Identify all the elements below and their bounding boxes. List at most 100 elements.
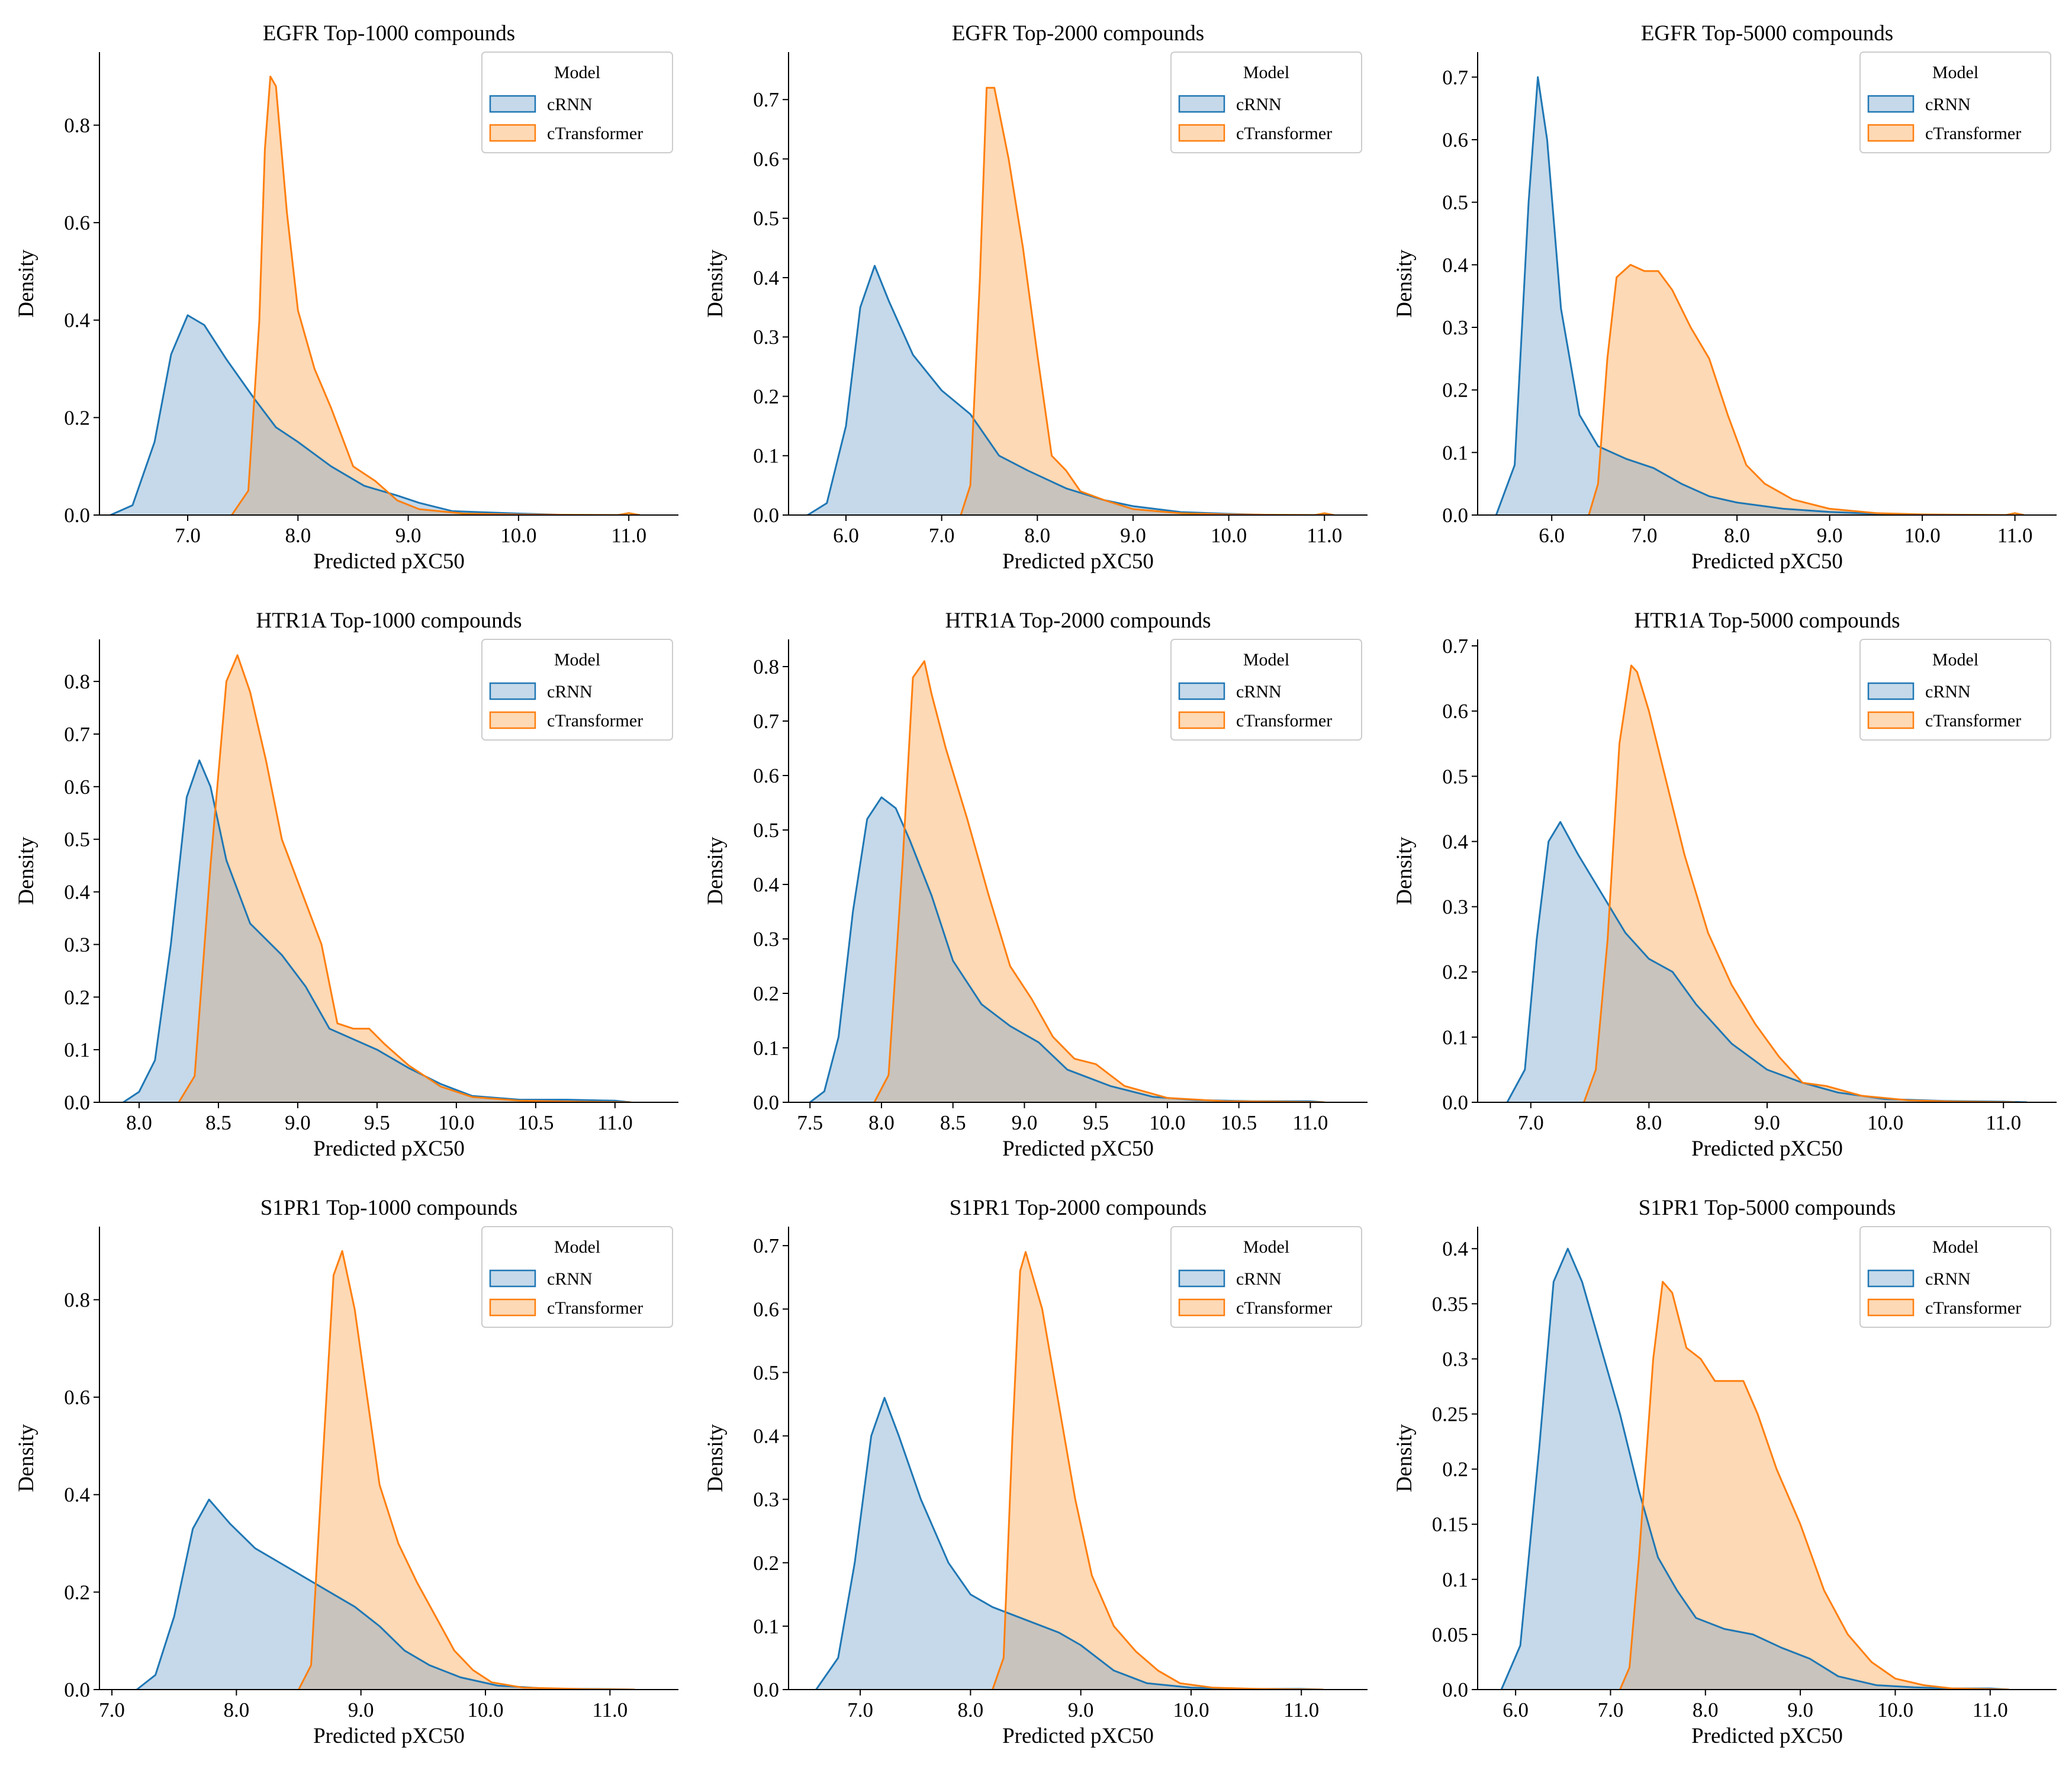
legend-swatch-cRNN xyxy=(489,95,536,113)
y-tick-label: 0.1 xyxy=(1442,1568,1468,1591)
y-axis-label: Density xyxy=(1392,1424,1417,1492)
legend: Model cRNN cTransformer xyxy=(1859,52,2051,153)
x-tick-label: 8.0 xyxy=(957,1698,983,1722)
plot-area xyxy=(136,1250,635,1690)
plot-area xyxy=(815,1251,1324,1690)
x-tick-label: 11.0 xyxy=(1997,524,2033,547)
x-tick-label: 9.5 xyxy=(364,1111,390,1134)
y-tick-label: 0.8 xyxy=(64,1288,90,1311)
legend-label-cTransformer: cTransformer xyxy=(547,711,643,731)
y-tick-label: 0.1 xyxy=(64,1038,90,1061)
x-tick-label: 8.5 xyxy=(940,1111,966,1134)
x-tick-label: 8.0 xyxy=(223,1698,249,1722)
x-axis-label: Predicted pXC50 xyxy=(1002,549,1154,574)
legend-label-cTransformer: cTransformer xyxy=(1236,1298,1332,1318)
subplot-6: 7.0 8.0 9.0 10.0 11.0 0.0 0.1 0.2 0.3 0.4 0.5 0.6 0.… xyxy=(1392,609,2057,1161)
y-tick-label: 0.6 xyxy=(64,1386,90,1409)
x-tick-label: 11.0 xyxy=(1973,1698,2008,1722)
x-tick-label: 11.0 xyxy=(1292,1111,1328,1134)
legend-title: Model xyxy=(1932,1237,1978,1257)
x-axis-label: Predicted pXC50 xyxy=(313,549,465,574)
legend-label-cTransformer: cTransformer xyxy=(1925,124,2021,143)
x-tick-label: 11.0 xyxy=(592,1698,628,1722)
y-tick-label: 0.5 xyxy=(1442,765,1468,788)
y-axis-label: Density xyxy=(703,836,728,905)
legend-label-cRNN: cRNN xyxy=(1236,682,1282,702)
x-tick-label: 10.0 xyxy=(467,1698,503,1722)
legend-swatch-cRNN xyxy=(489,1269,536,1288)
density-overlap xyxy=(992,1612,1324,1690)
x-tick-label: 8.0 xyxy=(126,1111,152,1134)
y-tick-label: 0.6 xyxy=(64,776,90,799)
legend-label-cRNN: cRNN xyxy=(547,1269,593,1289)
x-tick-label: 7.0 xyxy=(1598,1698,1624,1722)
y-tick-label: 0.5 xyxy=(1442,191,1468,214)
x-tick-label: 10.0 xyxy=(1173,1698,1209,1722)
density-line-cRNN xyxy=(110,314,574,515)
x-tick-label: 8.0 xyxy=(868,1111,895,1134)
y-tick-label: 0.5 xyxy=(64,828,90,851)
y-tick-label: 0.7 xyxy=(753,1234,779,1257)
y-tick-label: 0.1 xyxy=(753,1037,779,1060)
density-line-cTransformer xyxy=(298,1250,635,1690)
density-line-cRNN xyxy=(136,1498,635,1690)
legend: Model cRNN cTransformer xyxy=(1859,639,2051,741)
x-tick-label: 6.0 xyxy=(1502,1698,1529,1722)
density-line-cRNN xyxy=(815,1397,1324,1690)
y-tick-label: 0.3 xyxy=(1442,316,1468,339)
y-tick-label: 0.3 xyxy=(753,928,779,951)
legend-title: Model xyxy=(1243,1237,1289,1257)
plot-area xyxy=(110,75,641,515)
chart-title: EGFR Top-1000 compounds xyxy=(263,21,515,46)
density-line-cTransformer xyxy=(1619,1280,2009,1690)
y-axis-label: Density xyxy=(14,249,38,318)
x-tick-label: 10.0 xyxy=(500,524,536,547)
x-tick-label: 11.0 xyxy=(1307,524,1342,547)
density-line-cRNN xyxy=(1495,76,1923,515)
x-axis-label: Predicted pXC50 xyxy=(1002,1724,1154,1748)
y-tick-label: 0.6 xyxy=(753,1298,779,1321)
density-fill-cTransformer xyxy=(298,1251,635,1690)
legend-swatch-cTransformer xyxy=(1867,711,1915,729)
x-tick-label: 9.0 xyxy=(285,1111,311,1134)
x-tick-label: 7.5 xyxy=(797,1111,823,1134)
legend-swatch-cRNN xyxy=(1867,682,1915,700)
legend-swatch-cTransformer xyxy=(1178,1298,1225,1317)
legend-swatch-cTransformer xyxy=(489,1298,536,1317)
x-tick-label: 8.0 xyxy=(285,524,311,547)
density-line-cTransformer xyxy=(992,1251,1324,1690)
x-tick-label: 11.0 xyxy=(1986,1111,2021,1134)
legend-label-cRNN: cRNN xyxy=(1925,95,1971,114)
legend-swatch-cTransformer xyxy=(1178,124,1225,142)
legend: Model cRNN cTransformer xyxy=(1170,52,1362,153)
x-tick-label: 11.0 xyxy=(611,524,646,547)
density-fill-cTransformer xyxy=(992,1251,1324,1690)
density-fill-cRNN xyxy=(816,1398,1324,1690)
x-tick-label: 10.5 xyxy=(1221,1111,1257,1134)
x-tick-label: 10.0 xyxy=(1211,524,1247,547)
density-overlap xyxy=(298,1584,635,1690)
density-overlap xyxy=(1584,907,2016,1102)
x-tick-label: 8.0 xyxy=(1724,524,1750,547)
chart-title: S1PR1 Top-1000 compounds xyxy=(260,1196,518,1220)
legend: Model cRNN cTransformer xyxy=(481,639,673,741)
legend-label-cTransformer: cTransformer xyxy=(1236,124,1332,143)
density-overlap xyxy=(961,419,1277,515)
legend-label-cRNN: cRNN xyxy=(547,682,593,702)
x-tick-label: 7.0 xyxy=(1632,524,1658,547)
y-axis-label: Density xyxy=(703,1424,728,1492)
density-fill-cRNN xyxy=(1496,77,1923,515)
legend-swatch-cRNN xyxy=(1867,95,1915,113)
y-tick-label: 0.1 xyxy=(1442,441,1468,464)
y-tick-label: 0.4 xyxy=(753,873,779,896)
x-tick-label: 10.5 xyxy=(517,1111,554,1134)
legend-swatch-cTransformer xyxy=(489,711,536,729)
y-tick-label: 0.4 xyxy=(753,1425,779,1448)
y-tick-label: 0.4 xyxy=(753,266,779,289)
density-fill-cTransformer xyxy=(874,661,1325,1102)
y-tick-label: 0.0 xyxy=(64,1678,90,1701)
subplot-8: 7.0 8.0 9.0 10.0 11.0 0.0 0.1 0.2 0.3 0.4 0.5 0.6 0.… xyxy=(703,1196,1368,1748)
chart-title: HTR1A Top-5000 compounds xyxy=(1635,609,1900,633)
density-fill-cRNN xyxy=(137,1500,635,1690)
subplot-9: 6.0 7.0 8.0 9.0 10.0 11.0 0.0 0.05 0.1 0.15 0.2 0.2… xyxy=(1392,1196,2057,1748)
